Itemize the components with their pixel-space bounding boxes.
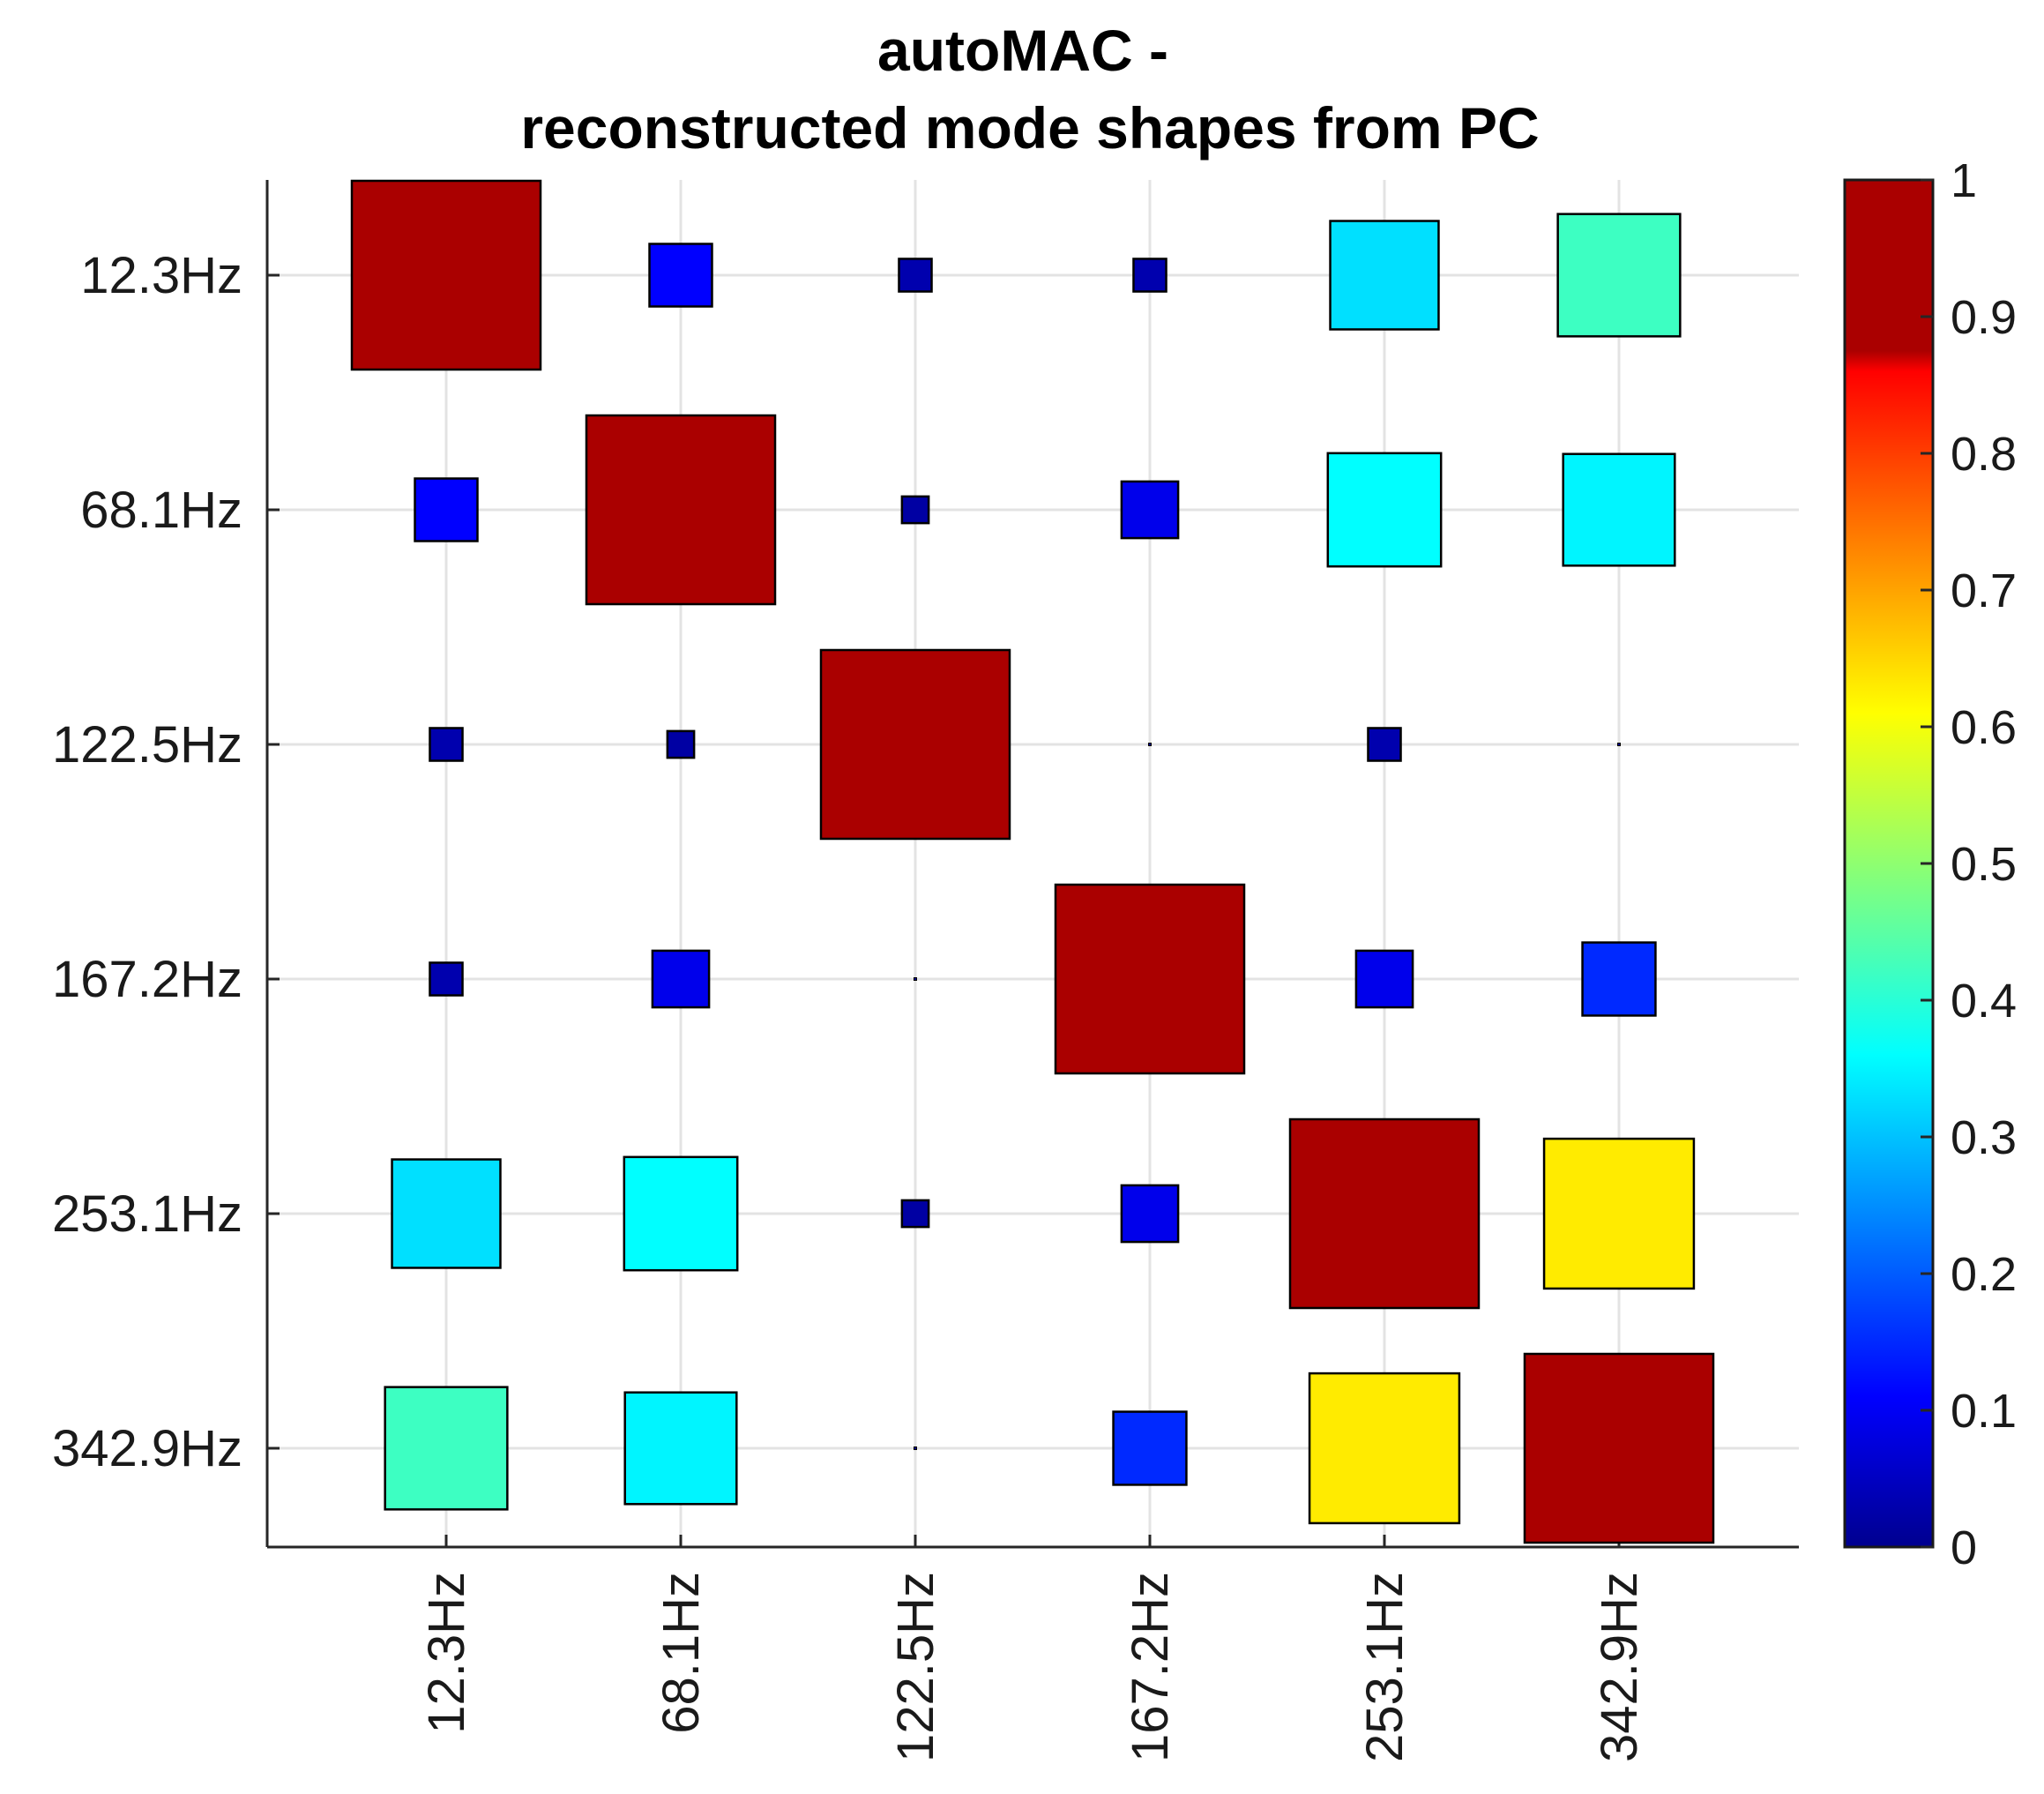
mac-cell-6-1 [384, 1386, 509, 1511]
y-tick-label: 253.1Hz [52, 1185, 242, 1243]
mac-cell-2-4 [1120, 480, 1180, 540]
colorbar-tick-label: 0.9 [1951, 291, 2017, 344]
mac-cell-1-4 [1132, 258, 1167, 293]
mac-cell-5-6 [1542, 1137, 1696, 1290]
mac-cell-4-3 [914, 977, 917, 981]
mac-cell-1-6 [1556, 213, 1682, 338]
colorbar-ticks: 0 0.1 0.2 0.3 0.4 0.5 0.6 0.7 0.8 0.9 1 [1921, 154, 2017, 1574]
mac-cell-1-2 [648, 243, 713, 308]
colorbar-tick-label: 0.8 [1951, 428, 2017, 481]
x-tick-label: 167.2Hz [1122, 1572, 1179, 1762]
mac-cell-4-4 [1054, 883, 1246, 1075]
mac-cell-5-2 [623, 1155, 739, 1272]
y-tick-label: 12.3Hz [80, 247, 242, 304]
y-tick-labels: 12.3Hz 68.1Hz 122.5Hz 167.2Hz 253.1Hz 342.9Hz [52, 247, 242, 1477]
mac-cell-2-5 [1326, 452, 1443, 568]
mac-cell-5-4 [1120, 1184, 1180, 1244]
mac-cell-1-5 [1329, 220, 1440, 331]
mac-cell-2-1 [414, 477, 479, 542]
x-tick-labels: 12.3Hz 68.1Hz 122.5Hz 167.2Hz 253.1Hz 342.9Hz [418, 1572, 1648, 1762]
x-tick-label: 253.1Hz [1356, 1572, 1414, 1762]
y-tick-label: 167.2Hz [52, 951, 242, 1008]
mac-cell-1-1 [350, 179, 542, 371]
y-tick-label: 122.5Hz [52, 716, 242, 774]
mac-cell-4-1 [429, 961, 464, 997]
mac-cell-6-5 [1308, 1372, 1461, 1525]
colorbar-tick-label: 0 [1951, 1521, 1977, 1574]
mac-cell-2-6 [1562, 452, 1676, 567]
mac-cell-3-3 [819, 648, 1011, 841]
colorbar-gradient [1843, 178, 1935, 1549]
colorbar-tick-label: 0.6 [1951, 701, 2017, 754]
colorbar: 0 0.1 0.2 0.3 0.4 0.5 0.6 0.7 0.8 0.9 1 [1843, 154, 2017, 1574]
mac-cells [350, 179, 1715, 1544]
colorbar-tick-label: 0.7 [1951, 564, 2017, 617]
mac-cell-6-2 [623, 1391, 738, 1506]
mac-cell-3-4 [1148, 743, 1152, 746]
colorbar-tick-label: 0.3 [1951, 1111, 2017, 1164]
y-tick-label: 342.9Hz [52, 1420, 242, 1477]
colorbar-tick-label: 0.1 [1951, 1385, 2017, 1438]
colorbar-tick-label: 0.2 [1951, 1248, 2017, 1301]
chart-title-line-1: autoMAC - [877, 18, 1168, 83]
mac-cell-3-2 [666, 729, 696, 759]
colorbar-tick-label: 0.4 [1951, 975, 2017, 1028]
mac-cell-3-1 [429, 727, 464, 762]
mac-cell-5-3 [900, 1199, 930, 1229]
mac-cell-4-5 [1354, 949, 1414, 1009]
x-tick-label: 68.1Hz [653, 1572, 710, 1734]
mac-cell-3-5 [1367, 727, 1402, 762]
mac-cell-3-6 [1617, 743, 1621, 746]
mac-cell-6-6 [1523, 1352, 1715, 1544]
grid-lines [267, 180, 1799, 1547]
x-tick-label: 122.5Hz [887, 1572, 944, 1762]
axes [265, 180, 1799, 1549]
mac-cell-5-1 [391, 1158, 502, 1269]
colorbar-tick-label: 1 [1951, 154, 1977, 207]
mac-cell-2-3 [900, 495, 930, 525]
mac-cell-5-5 [1288, 1118, 1481, 1310]
x-tick-label: 12.3Hz [418, 1572, 475, 1734]
mac-cell-2-2 [585, 414, 777, 606]
mac-cell-6-3 [914, 1446, 917, 1450]
mac-cell-1-3 [898, 258, 933, 293]
x-tick-label: 342.9Hz [1591, 1572, 1648, 1762]
mac-cell-6-4 [1112, 1410, 1188, 1486]
mac-cell-4-2 [651, 949, 711, 1009]
y-tick-label: 68.1Hz [80, 482, 242, 539]
colorbar-tick-label: 0.5 [1951, 838, 2017, 891]
chart-title-line-2: reconstructed mode shapes from PC [520, 95, 1539, 161]
mac-cell-4-6 [1581, 941, 1657, 1017]
